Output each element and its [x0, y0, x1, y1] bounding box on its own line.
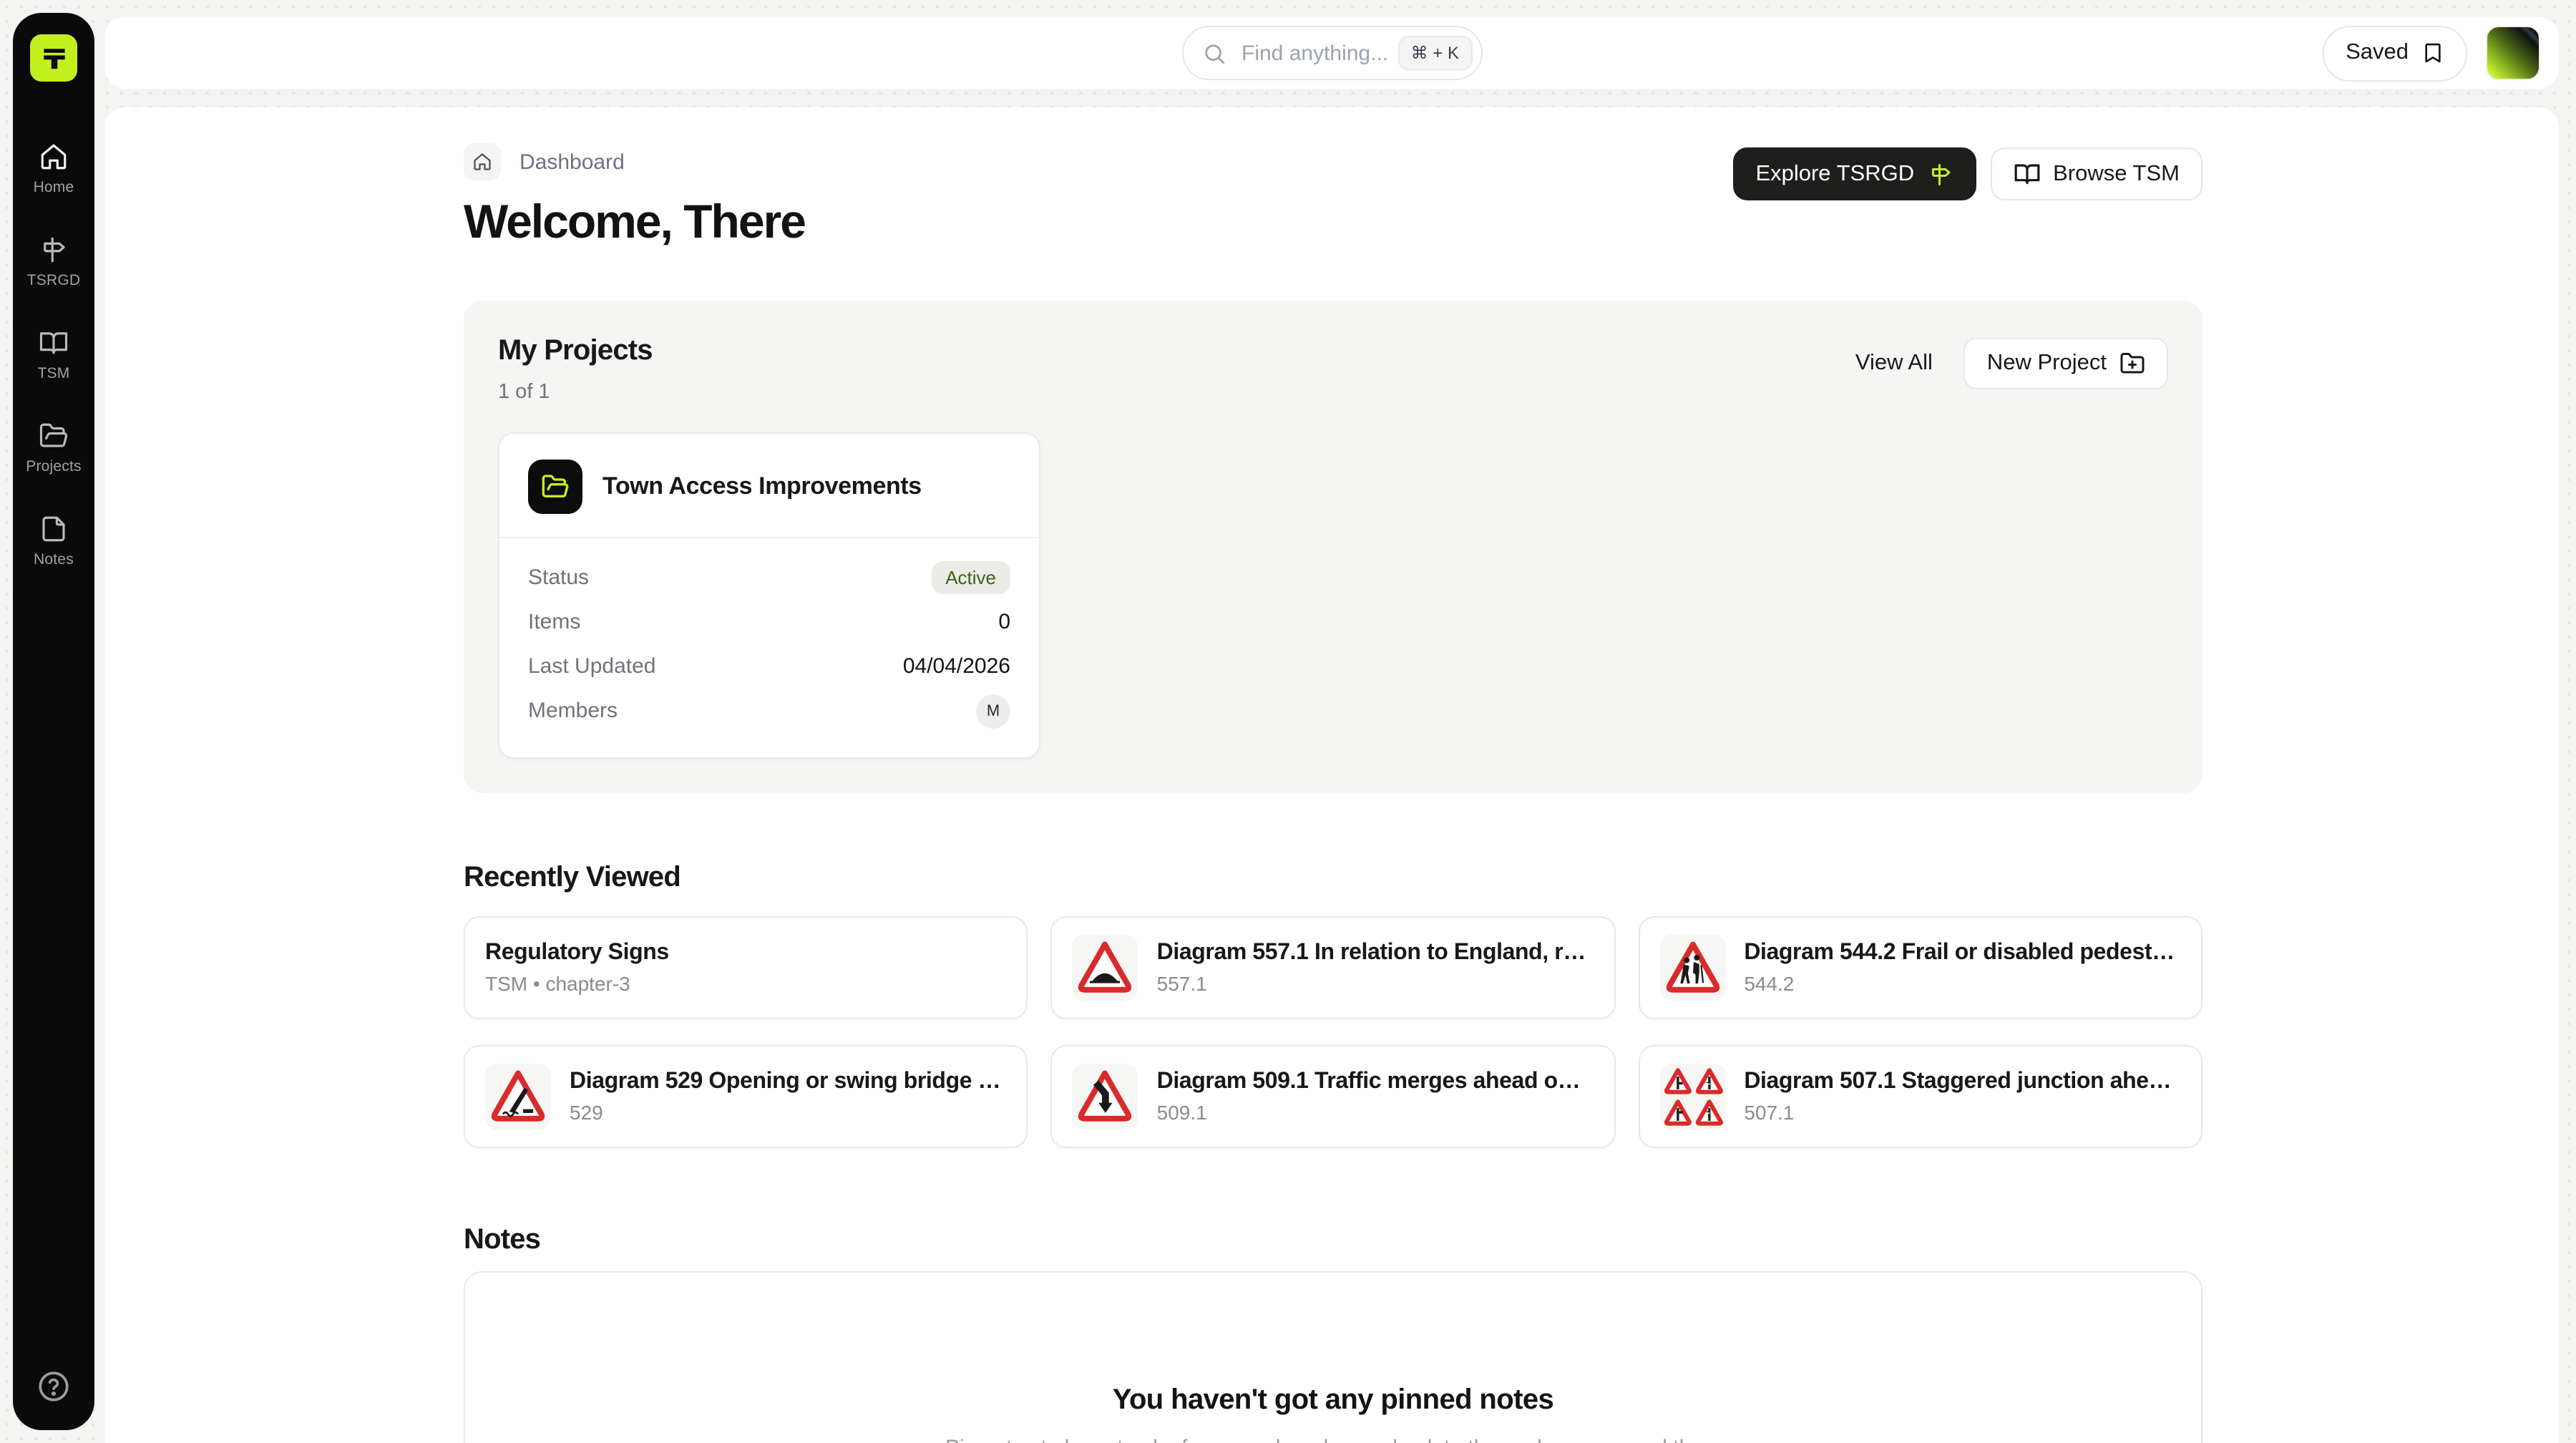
recent-card-subtitle: 544.2 — [1744, 972, 1795, 995]
browse-tsm-button[interactable]: Browse TSM — [1990, 147, 2202, 200]
user-avatar[interactable] — [2486, 26, 2540, 80]
recent-card-509-1[interactable]: Diagram 509.1 Traffic merges ahead onto … — [1050, 1045, 1616, 1148]
note-file-icon — [39, 514, 69, 544]
search-shortcut-badge: ⌘ + K — [1397, 36, 1472, 70]
sidebar: Home TSRGD TSM Projects — [13, 13, 94, 1430]
signpost-icon — [39, 235, 69, 265]
status-label: Status — [528, 565, 590, 590]
browse-tsm-label: Browse TSM — [2053, 161, 2180, 185]
search-input[interactable] — [1239, 39, 1398, 67]
main-panel: Dashboard Welcome, There Explore TSRGD B… — [104, 107, 2559, 1443]
recent-card-title: Diagram 507.1 Staggered junction ahead..… — [1744, 1069, 2181, 1094]
project-items-row: Items 0 — [528, 600, 1010, 644]
recent-card-subtitle: 557.1 — [1156, 972, 1207, 995]
recent-card-subtitle: 507.1 — [1744, 1101, 1795, 1124]
recent-card-title: Regulatory Signs — [485, 941, 669, 965]
warning-sign-traffic-merges-icon — [1072, 1064, 1138, 1129]
updated-value: 04/04/2026 — [902, 654, 1010, 679]
saved-button[interactable]: Saved — [2323, 25, 2467, 81]
warning-sign-opening-bridge-icon — [485, 1064, 551, 1129]
recent-card-subtitle: TSM • chapter-3 — [485, 972, 630, 995]
items-label: Items — [528, 610, 581, 634]
recent-card-557-1[interactable]: Diagram 557.1 In relation to England, ro… — [1050, 916, 1616, 1019]
sidebar-item-label: Projects — [26, 458, 82, 475]
warning-sign-road-hump-icon — [1072, 935, 1138, 1001]
divider — [499, 537, 1039, 538]
project-updated-row: Last Updated 04/04/2026 — [528, 644, 1010, 689]
app-logo[interactable] — [30, 34, 77, 82]
sidebar-item-label: TSRGD — [26, 272, 81, 289]
project-card[interactable]: Town Access Improvements Status Active I… — [498, 432, 1040, 759]
saved-button-label: Saved — [2346, 40, 2409, 64]
book-open-icon — [39, 328, 69, 358]
home-icon — [39, 142, 69, 172]
recently-viewed-title: Recently Viewed — [464, 862, 681, 893]
notes-empty-card: You haven't got any pinned notes Pin not… — [464, 1271, 2202, 1443]
breadcrumb-current: Dashboard — [519, 150, 625, 174]
notes-empty-hint: Pin notes to keep track of your work and… — [465, 1436, 2201, 1443]
recent-card-title: Diagram 544.2 Frail or disabled pedestri… — [1744, 941, 2181, 965]
status-badge: Active — [931, 561, 1010, 594]
notes-title: Notes — [464, 1224, 541, 1255]
project-status-row: Status Active — [528, 555, 1010, 600]
explore-tsrgd-label: Explore TSRGD — [1755, 161, 1915, 185]
logo-t-icon — [43, 48, 64, 69]
new-project-label: New Project — [1986, 351, 2107, 375]
items-value: 0 — [998, 610, 1010, 634]
sidebar-item-tsm[interactable]: TSM — [38, 328, 70, 382]
sidebar-item-label: Home — [33, 179, 74, 196]
sidebar-item-label: TSM — [37, 365, 70, 382]
folder-open-icon — [39, 421, 69, 451]
my-projects-section: My Projects 1 of 1 View All New Project — [464, 301, 2202, 793]
warning-sign-staggered-junction-icon — [1659, 1064, 1726, 1129]
recent-card-subtitle: 509.1 — [1156, 1101, 1207, 1124]
notes-empty-title: You haven't got any pinned notes — [1112, 1384, 1554, 1416]
book-open-icon — [2013, 160, 2040, 188]
updated-label: Last Updated — [528, 654, 656, 679]
recent-card-544-2[interactable]: Diagram 544.2 Frail or disabled pedestri… — [1638, 916, 2202, 1019]
recent-card-507-1[interactable]: Diagram 507.1 Staggered junction ahead..… — [1638, 1045, 2202, 1148]
sidebar-item-tsrgd[interactable]: TSRGD — [27, 235, 81, 289]
folder-open-icon — [541, 472, 570, 501]
my-projects-title: My Projects — [498, 335, 653, 366]
recent-card-regulatory-signs[interactable]: Regulatory Signs TSM • chapter-3 — [464, 916, 1028, 1019]
recent-card-529[interactable]: Diagram 529 Opening or swing bridge ahea… — [464, 1045, 1028, 1148]
bookmark-icon — [2421, 42, 2444, 64]
recent-card-subtitle: 529 — [570, 1101, 603, 1124]
member-avatar: M — [976, 694, 1010, 728]
recent-card-title: Diagram 509.1 Traffic merges ahead onto … — [1156, 1069, 1594, 1094]
sidebar-item-projects[interactable]: Projects — [26, 421, 82, 475]
home-icon — [472, 152, 492, 172]
explore-tsrgd-button[interactable]: Explore TSRGD — [1732, 147, 1976, 200]
project-tile — [528, 460, 582, 514]
recent-card-title: Diagram 529 Opening or swing bridge ahea… — [570, 1069, 1007, 1094]
recent-card-title: Diagram 557.1 In relation to England, ro… — [1156, 941, 1594, 965]
project-name: Town Access Improvements — [602, 472, 922, 500]
help-button[interactable] — [36, 1369, 72, 1404]
new-project-button[interactable]: New Project — [1963, 338, 2168, 389]
page-title: Welcome, There — [464, 195, 806, 248]
signpost-icon — [1927, 161, 1953, 187]
sidebar-item-label: Notes — [34, 551, 74, 568]
search-icon — [1201, 41, 1226, 65]
recently-viewed-grid: Regulatory Signs TSM • chapter-3 Diagram… — [464, 916, 2202, 1148]
warning-sign-pedestrians-icon — [1659, 935, 1726, 1001]
help-circle-icon — [36, 1369, 72, 1404]
view-all-link[interactable]: View All — [1855, 351, 1933, 375]
folder-plus-icon — [2119, 351, 2145, 376]
breadcrumb-home-button[interactable] — [464, 143, 501, 180]
sidebar-item-home[interactable]: Home — [34, 142, 74, 196]
top-bar: ⌘ + K Saved — [104, 17, 2559, 89]
my-projects-count: 1 of 1 — [498, 381, 550, 404]
global-search[interactable]: ⌘ + K — [1181, 26, 1482, 80]
project-members-row: Members M — [528, 689, 1010, 733]
breadcrumb: Dashboard — [464, 143, 2202, 180]
members-label: Members — [528, 699, 618, 723]
sidebar-item-notes[interactable]: Notes — [34, 514, 74, 568]
